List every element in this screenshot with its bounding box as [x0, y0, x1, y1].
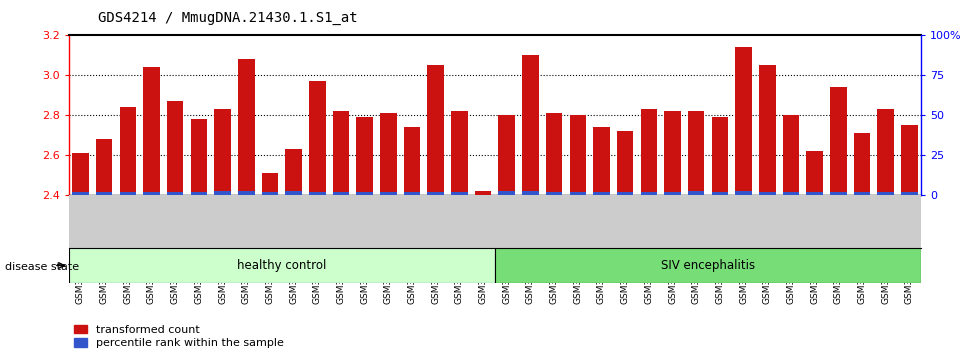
Bar: [215, 191, 231, 195]
Bar: [616, 192, 633, 195]
Bar: [380, 113, 397, 195]
Bar: [404, 127, 420, 195]
Bar: [404, 192, 420, 195]
Text: SIV encephalitis: SIV encephalitis: [661, 259, 756, 272]
Bar: [877, 192, 894, 195]
Bar: [546, 113, 563, 195]
Bar: [190, 119, 207, 195]
Bar: [522, 191, 539, 195]
Text: GDS4214 / MmugDNA.21430.1.S1_at: GDS4214 / MmugDNA.21430.1.S1_at: [98, 11, 358, 25]
Bar: [167, 101, 183, 195]
Bar: [569, 192, 586, 195]
Bar: [783, 115, 800, 195]
Bar: [522, 55, 539, 195]
Bar: [238, 191, 255, 195]
Text: disease state: disease state: [5, 262, 79, 272]
Bar: [262, 192, 278, 195]
Bar: [285, 191, 302, 195]
Bar: [427, 192, 444, 195]
Bar: [901, 192, 917, 195]
Bar: [474, 191, 491, 195]
Bar: [593, 192, 610, 195]
Bar: [711, 192, 728, 195]
Bar: [143, 192, 160, 195]
Bar: [332, 192, 349, 195]
Bar: [616, 131, 633, 195]
Bar: [120, 107, 136, 195]
Bar: [495, 248, 921, 283]
Bar: [309, 81, 325, 195]
Text: healthy control: healthy control: [237, 259, 326, 272]
Bar: [735, 47, 752, 195]
Bar: [735, 191, 752, 195]
Bar: [73, 192, 89, 195]
Bar: [688, 111, 705, 195]
Bar: [664, 192, 681, 195]
Bar: [759, 65, 775, 195]
Bar: [807, 192, 823, 195]
Bar: [120, 192, 136, 195]
Bar: [664, 111, 681, 195]
Bar: [427, 65, 444, 195]
Bar: [285, 149, 302, 195]
Bar: [499, 115, 515, 195]
Bar: [783, 192, 800, 195]
Bar: [309, 192, 325, 195]
Bar: [546, 192, 563, 195]
Bar: [830, 87, 847, 195]
Bar: [499, 191, 515, 195]
Bar: [688, 191, 705, 195]
Bar: [190, 192, 207, 195]
Bar: [73, 153, 89, 195]
Bar: [215, 109, 231, 195]
Bar: [451, 111, 467, 195]
Bar: [262, 173, 278, 195]
Bar: [238, 59, 255, 195]
Bar: [854, 192, 870, 195]
Bar: [332, 111, 349, 195]
Bar: [759, 192, 775, 195]
Bar: [380, 192, 397, 195]
Bar: [641, 109, 658, 195]
Bar: [96, 139, 113, 195]
Legend: transformed count, percentile rank within the sample: transformed count, percentile rank withi…: [74, 325, 284, 348]
Bar: [569, 115, 586, 195]
Bar: [641, 192, 658, 195]
Bar: [357, 192, 373, 195]
Bar: [357, 117, 373, 195]
Bar: [96, 192, 113, 195]
Bar: [854, 133, 870, 195]
Bar: [451, 192, 467, 195]
Bar: [167, 192, 183, 195]
Bar: [143, 67, 160, 195]
Bar: [877, 109, 894, 195]
Bar: [593, 127, 610, 195]
Bar: [69, 248, 495, 283]
Bar: [807, 151, 823, 195]
Bar: [711, 117, 728, 195]
Bar: [830, 192, 847, 195]
Bar: [901, 125, 917, 195]
